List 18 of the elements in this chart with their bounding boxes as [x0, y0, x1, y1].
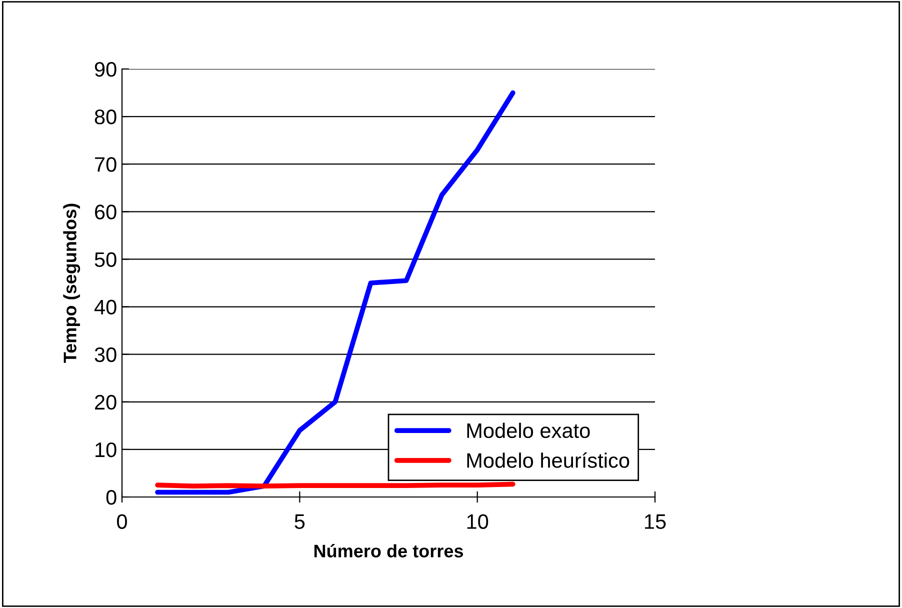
y-tick-label: 10	[96, 442, 116, 458]
y-tick-label: 30	[94, 347, 116, 362]
y-tick-label: 70	[95, 157, 116, 172]
y-tick-label: 60	[95, 204, 116, 220]
y-tick-label: 50	[94, 252, 116, 267]
y-tick-label: 20	[95, 394, 116, 410]
legend-label: Modelo heurístico	[467, 452, 630, 468]
legend-label: Modelo exato	[467, 422, 590, 438]
y-tick-label: 90	[94, 62, 116, 77]
x-tick-label: 0	[117, 514, 127, 529]
y-axis-title: Tempo (segundos)	[63, 204, 80, 363]
y-tick-label: 0	[106, 490, 116, 505]
x-axis-title: Número de torres	[314, 544, 464, 558]
x-tick-label: 15	[645, 514, 666, 529]
y-tick-label: 80	[94, 110, 116, 124]
x-tick-label: 10	[467, 514, 488, 529]
y-tick-label: 40	[94, 300, 116, 315]
x-tick-label: 5	[294, 514, 305, 529]
